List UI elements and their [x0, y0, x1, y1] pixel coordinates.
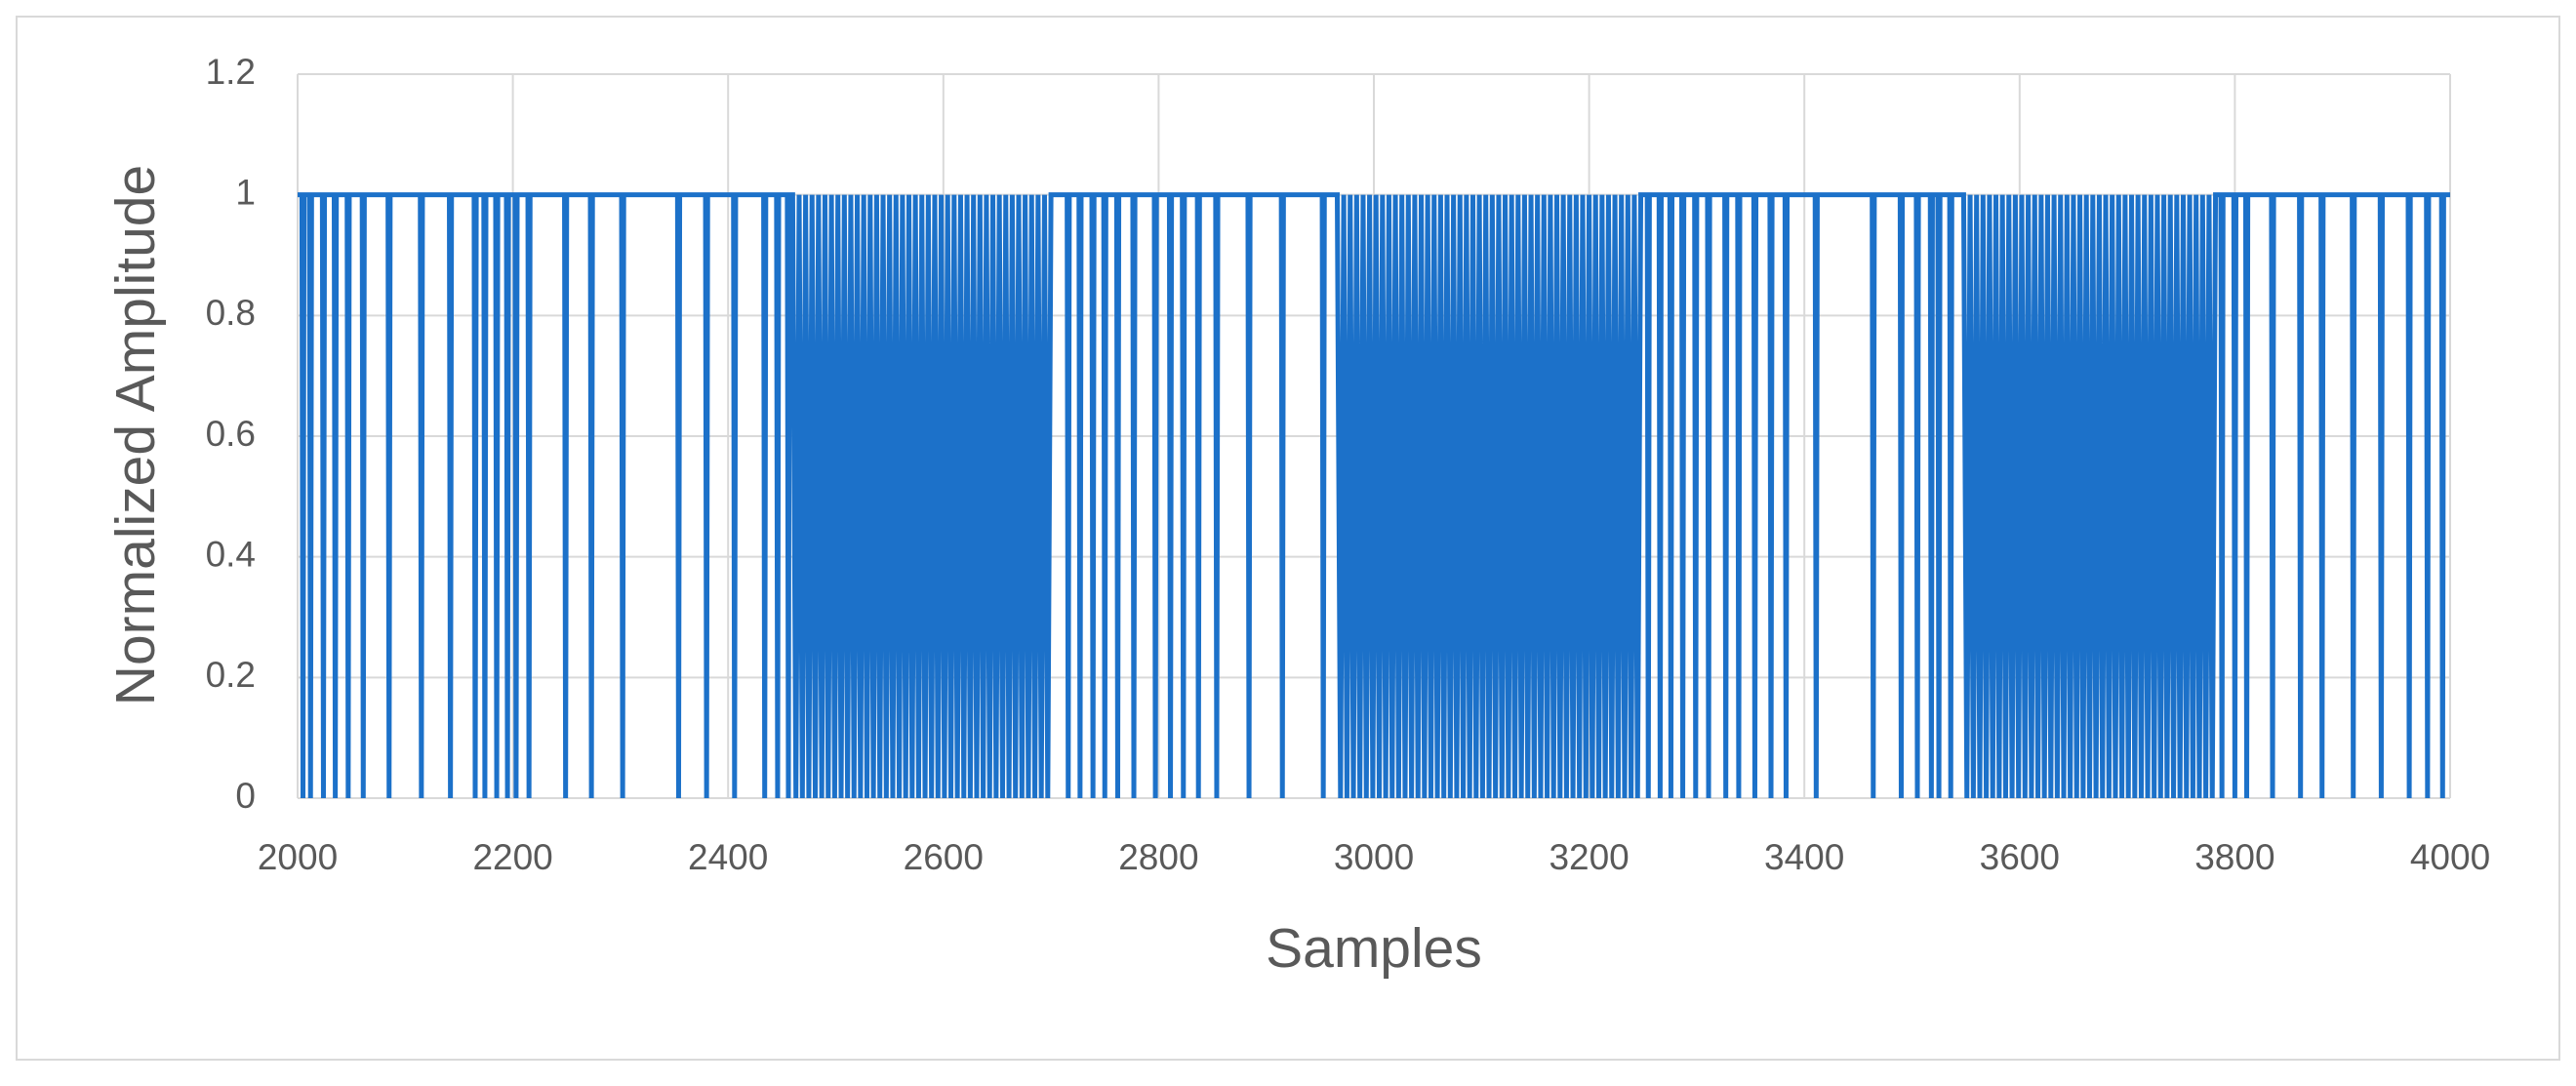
x-tick-label: 4000 — [2410, 837, 2490, 877]
y-tick-label: 0.2 — [206, 655, 256, 695]
x-tick-label: 2000 — [258, 837, 338, 877]
x-tick-label: 3400 — [1764, 837, 1844, 877]
signal-line — [298, 192, 2450, 799]
y-tick-label: 0.6 — [206, 414, 256, 454]
tick-labels: 0 0.2 0.4 0.6 0.8 1 1.2 2000 2200 2400 2600 2800 300… — [206, 52, 2491, 877]
y-axis-title: Normalized Amplitude — [104, 165, 167, 705]
x-tick-label: 3000 — [1334, 837, 1414, 877]
plot-area — [298, 192, 2450, 799]
x-tick-label: 3800 — [2194, 837, 2274, 877]
y-tick-label: 1 — [235, 172, 256, 212]
y-tick-label: 0 — [235, 776, 256, 816]
y-tick-label: 0.8 — [206, 293, 256, 333]
y-tick-label: 0.4 — [206, 534, 256, 574]
x-tick-label: 2800 — [1118, 837, 1198, 877]
x-tick-label: 2200 — [472, 837, 552, 877]
x-tick-label: 3200 — [1549, 837, 1629, 877]
x-tick-label: 3600 — [1980, 837, 2060, 877]
x-axis-title: Samples — [1266, 917, 1482, 980]
y-tick-label: 1.2 — [206, 52, 256, 92]
x-tick-label: 2600 — [904, 837, 984, 877]
x-tick-label: 2400 — [688, 837, 768, 877]
